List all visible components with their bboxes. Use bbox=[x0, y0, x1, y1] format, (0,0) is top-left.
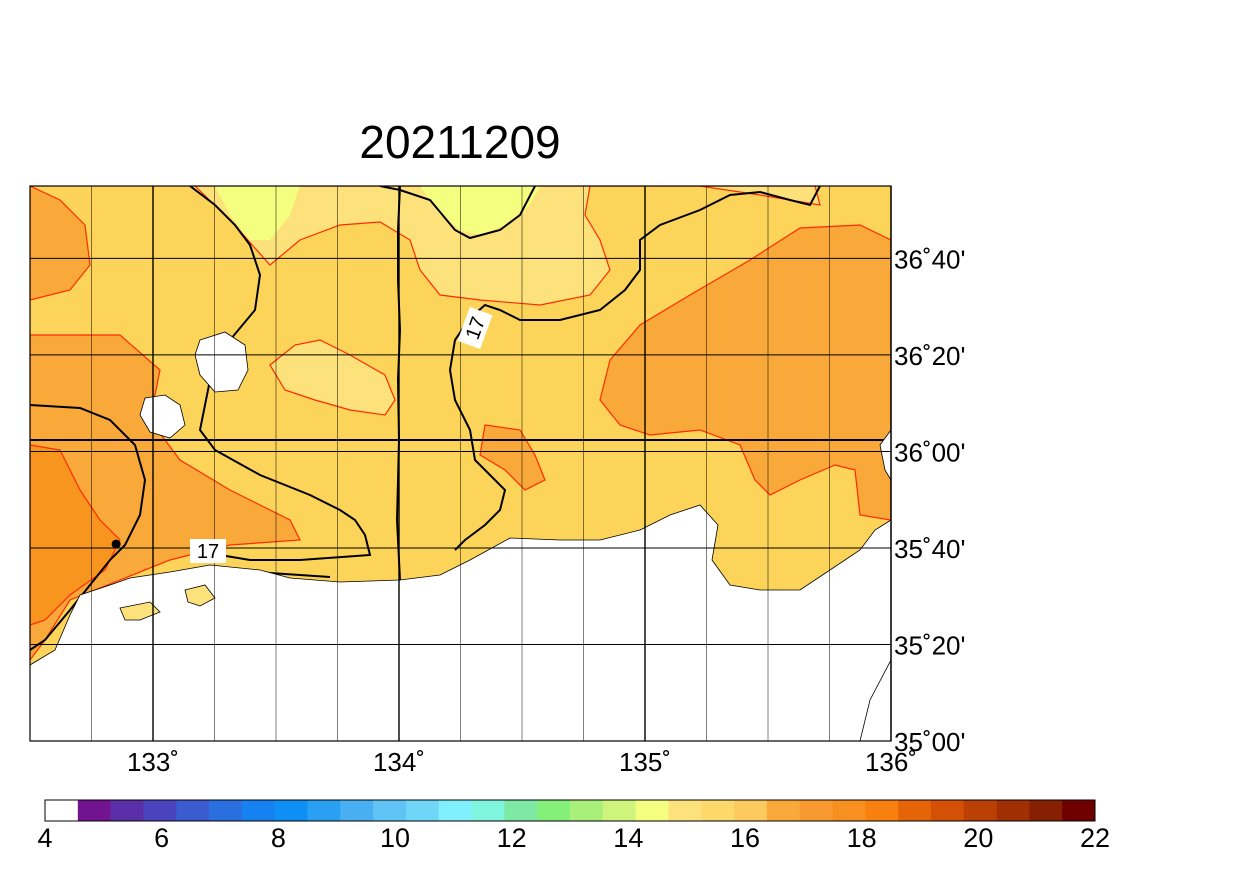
y-tick-label: 36˚00' bbox=[894, 437, 965, 467]
map-title: 20211209 bbox=[359, 116, 560, 168]
colorbar-swatch bbox=[176, 800, 210, 821]
colorbar-swatch bbox=[996, 800, 1030, 821]
graticule bbox=[29, 186, 892, 742]
colorbar-tick-label: 16 bbox=[730, 823, 760, 853]
station-marker bbox=[111, 539, 121, 549]
colorbar-frame bbox=[44, 799, 1096, 822]
colorbar-tick-label: 20 bbox=[963, 823, 993, 853]
y-tick-label: 36˚20' bbox=[894, 341, 965, 371]
colorbar-swatch bbox=[405, 800, 440, 821]
land-east-peninsula bbox=[879, 429, 891, 481]
colorbar bbox=[44, 799, 1096, 822]
colorbar-swatch bbox=[799, 800, 833, 821]
colorbar-swatch bbox=[701, 800, 735, 821]
sst-warm-region-west bbox=[30, 334, 301, 661]
colorbar-swatch bbox=[241, 800, 275, 821]
colorbar-swatch bbox=[471, 800, 505, 821]
sst-warmest-region-west bbox=[30, 444, 121, 626]
colorbar-swatch bbox=[602, 800, 636, 821]
colorbar-swatch bbox=[45, 800, 79, 821]
colorbar-swatch bbox=[734, 800, 768, 821]
sst-cool-blob-center bbox=[269, 339, 396, 416]
colorbar-tick-label: 10 bbox=[380, 823, 410, 853]
colorbar-swatch bbox=[209, 800, 243, 821]
x-tick-label: 136˚ bbox=[865, 747, 917, 777]
colorbar-tick-label: 6 bbox=[154, 823, 169, 853]
colorbar-tick-label: 18 bbox=[847, 823, 877, 853]
colorbar-tick-label: 14 bbox=[613, 823, 643, 853]
colorbar-swatch bbox=[1029, 800, 1063, 821]
colorbar-swatch bbox=[832, 800, 866, 821]
colorbar-swatch bbox=[766, 800, 800, 821]
colorbar-swatch bbox=[635, 800, 669, 821]
colorbar-swatch bbox=[110, 800, 144, 821]
y-tick-label: 36˚40' bbox=[894, 244, 965, 274]
sst-warm-region-east bbox=[599, 224, 891, 521]
colorbar-swatch bbox=[77, 800, 111, 821]
map-frame bbox=[29, 185, 892, 742]
y-tick-label: 35˚20' bbox=[894, 630, 965, 660]
colorbar-swatch bbox=[274, 800, 308, 821]
x-axis-labels: 133˚ 134˚ 135˚ 136˚ bbox=[127, 747, 917, 777]
x-tick-label: 134˚ bbox=[373, 747, 425, 777]
colorbar-swatch bbox=[504, 800, 538, 821]
map-panel: 17 17 bbox=[29, 185, 892, 742]
colorbar-swatch bbox=[537, 800, 571, 821]
land-oki-small-island bbox=[139, 394, 186, 439]
contour-label-2: 17 bbox=[190, 539, 226, 563]
colorbar-swatch bbox=[668, 800, 702, 821]
colorbar-swatch bbox=[340, 800, 374, 821]
colorbar-swatch bbox=[570, 800, 604, 821]
colorbar-tick-label: 22 bbox=[1080, 823, 1110, 853]
y-tick-label: 35˚00' bbox=[894, 727, 965, 757]
colorbar-labels: 4 6 8 10 12 14 16 18 20 22 bbox=[37, 823, 1110, 853]
contour-label-2-text: 17 bbox=[197, 541, 219, 563]
colorbar-swatch bbox=[1062, 800, 1096, 821]
x-tick-label: 133˚ bbox=[127, 747, 179, 777]
y-tick-label: 35˚40' bbox=[894, 534, 965, 564]
x-tick-label: 135˚ bbox=[619, 747, 671, 777]
land-lake-shore bbox=[119, 601, 161, 621]
colorbar-tick-label: 4 bbox=[37, 823, 52, 853]
colorbar-tick-label: 12 bbox=[497, 823, 527, 853]
colorbar-swatch bbox=[865, 800, 899, 821]
land-coast-east-detail bbox=[859, 659, 891, 741]
sst-warm-region-northwest bbox=[30, 186, 91, 301]
y-axis-labels: 36˚40' 36˚20' 36˚00' 35˚40' 35˚20' 35˚00' bbox=[894, 244, 965, 757]
colorbar-swatch bbox=[898, 800, 932, 821]
land-small-islet bbox=[184, 584, 216, 607]
colorbar-swatch bbox=[963, 800, 997, 821]
land-oki-island bbox=[194, 331, 249, 393]
sst-coolest-region-north bbox=[215, 186, 540, 240]
colorbar-swatch bbox=[143, 800, 177, 821]
sst-warm-spot-center bbox=[479, 424, 546, 491]
colorbar-swatch bbox=[438, 800, 472, 821]
colorbar-swatch bbox=[307, 800, 341, 821]
colorbar-swatch bbox=[930, 800, 965, 821]
colorbar-swatch bbox=[373, 800, 407, 821]
colorbar-tick-label: 8 bbox=[271, 823, 286, 853]
